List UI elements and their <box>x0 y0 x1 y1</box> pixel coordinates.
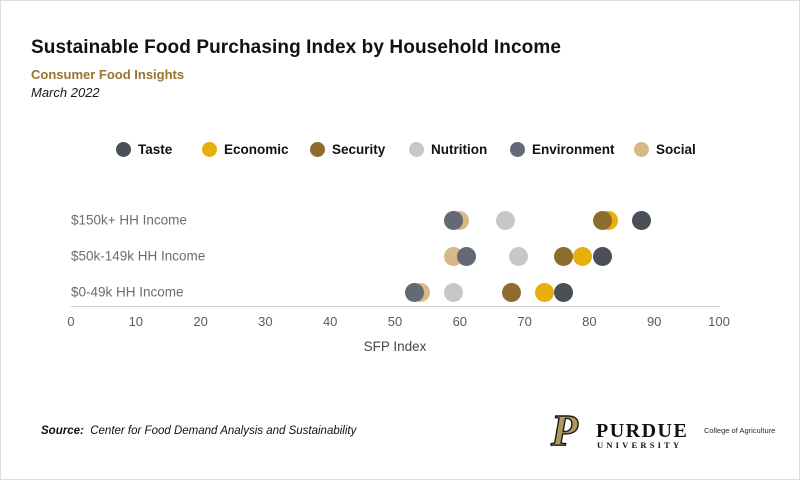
legend-label: Nutrition <box>431 142 488 157</box>
data-point-security-row2 <box>502 282 522 302</box>
data-point-security-row0 <box>592 210 612 230</box>
page-title: Sustainable Food Purchasing Index by Hou… <box>31 37 561 58</box>
purdue-university-text: UNIVERSITY <box>597 440 682 450</box>
source-label: Source: <box>41 425 84 437</box>
legend-dot-nutrition <box>409 142 424 157</box>
x-tick-50: 50 <box>387 314 403 329</box>
data-point-taste-row2 <box>553 282 573 302</box>
data-point-environment-row2 <box>404 282 424 302</box>
legend-item-nutrition: Nutrition <box>409 142 487 157</box>
legend-item-environment: Environment <box>510 142 615 157</box>
x-tick-100: 100 <box>708 314 730 329</box>
legend-dot-taste <box>116 142 131 157</box>
x-axis-line <box>71 306 720 307</box>
chart-subtitle: Consumer Food Insights <box>31 67 185 82</box>
data-point-nutrition-row2 <box>443 282 463 302</box>
legend-dot-environment <box>510 142 525 157</box>
x-tick-70: 70 <box>517 314 532 329</box>
source-text: Center for Food Demand Analysis and Sust… <box>90 425 357 437</box>
legend-item-taste: Taste <box>116 142 172 157</box>
legend-item-security: Security <box>310 142 385 157</box>
row-label-0: $150k+ HH Income <box>71 212 187 228</box>
data-point-nutrition-row0 <box>495 210 515 230</box>
x-tick-30: 30 <box>258 314 273 329</box>
data-point-environment-row1 <box>456 246 476 266</box>
row-label-1: $50k-149k HH Income <box>71 248 206 264</box>
row-label-2: $0-49k HH Income <box>71 284 184 300</box>
legend-dot-social <box>634 142 649 157</box>
legend-label: Security <box>332 142 386 157</box>
data-point-economic-row2 <box>534 282 554 302</box>
source-note: Source: Center for Food Demand Analysis … <box>41 425 356 437</box>
legend-dot-security <box>310 142 325 157</box>
data-point-nutrition-row1 <box>508 246 528 266</box>
data-point-security-row1 <box>553 246 573 266</box>
data-point-taste-row1 <box>592 246 612 266</box>
legend-label: Environment <box>532 142 615 157</box>
x-axis-label: SFP Index <box>363 339 427 354</box>
legend-label: Taste <box>138 142 173 157</box>
x-tick-0: 0 <box>67 314 75 329</box>
legend-label: Social <box>656 142 696 157</box>
x-tick-40: 40 <box>322 314 338 329</box>
legend-label: Economic <box>224 142 289 157</box>
data-point-economic-row1 <box>573 246 593 266</box>
x-tick-90: 90 <box>646 314 662 329</box>
data-point-taste-row0 <box>631 210 651 230</box>
x-tick-20: 20 <box>193 314 208 329</box>
purdue-p-icon: P <box>550 407 579 455</box>
college-of-agriculture-text: College of Agriculture <box>704 426 775 435</box>
x-tick-80: 80 <box>582 314 597 329</box>
x-tick-60: 60 <box>452 314 468 329</box>
legend-item-social: Social <box>634 142 696 157</box>
chart-date: March 2022 <box>31 85 100 100</box>
x-tick-10: 10 <box>128 314 144 329</box>
purdue-logo: P PURDUE UNIVERSITY College of Agricultu… <box>549 407 775 455</box>
data-point-environment-row0 <box>443 210 463 230</box>
legend-item-economic: Economic <box>202 142 289 157</box>
purdue-wordmark: PURDUE <box>596 420 688 442</box>
legend-dot-economic <box>202 142 217 157</box>
